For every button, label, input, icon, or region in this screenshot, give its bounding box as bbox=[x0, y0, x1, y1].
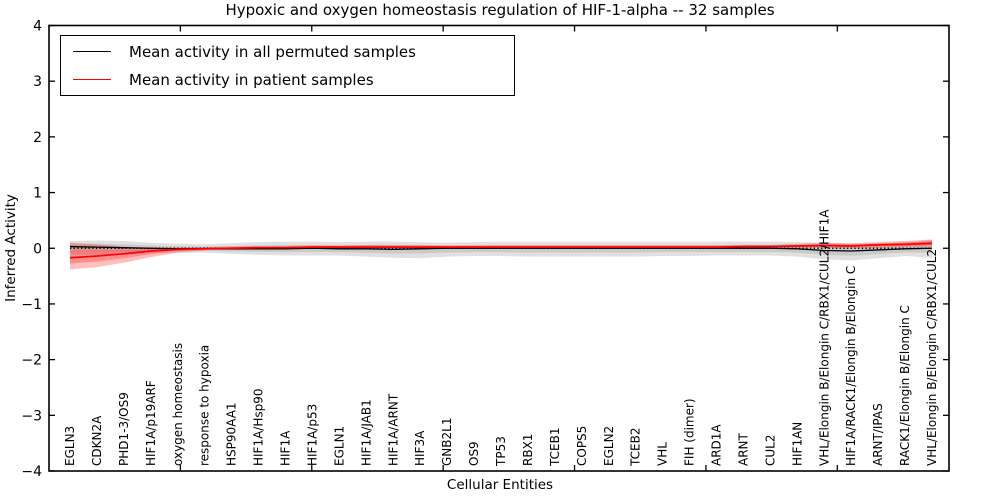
category-label: GNB2L1 bbox=[440, 418, 454, 466]
category-label: TCEB1 bbox=[548, 428, 562, 467]
category-label: HIF1A/ARNT bbox=[386, 393, 400, 466]
category-label: TP53 bbox=[494, 436, 508, 467]
category-label: ARNT/IPAS bbox=[871, 403, 885, 466]
category-label: OS9 bbox=[467, 441, 481, 466]
chart-title: Hypoxic and oxygen homeostasis regulatio… bbox=[225, 1, 775, 19]
y-tick-label: 1 bbox=[33, 186, 42, 202]
y-tick-label: 4 bbox=[33, 19, 42, 35]
category-label: CDKN2A bbox=[90, 415, 104, 466]
y-tick-label: −3 bbox=[21, 408, 42, 424]
category-label: VHL bbox=[656, 442, 670, 466]
category-label: HIF1A/Hsp90 bbox=[252, 388, 266, 466]
category-label: EGLN2 bbox=[602, 426, 616, 466]
x-axis-label: Cellular Entities bbox=[446, 477, 554, 493]
category-label: ARNT bbox=[736, 432, 750, 466]
legend-label-patient: Mean activity in patient samples bbox=[129, 70, 374, 89]
permuted-line-sample bbox=[73, 51, 111, 52]
category-label: RACK1/Elongin B/Elongin C bbox=[898, 305, 912, 466]
category-label: VHL/Elongin B/Elongin C/RBX1/CUL2 bbox=[925, 249, 939, 466]
category-label: EGLN3 bbox=[63, 426, 77, 466]
y-tick-label: 0 bbox=[33, 241, 42, 257]
legend: Mean activity in all permuted samples Me… bbox=[60, 35, 515, 96]
category-label: HIF1A/RACK1/Elongin B/Elongin C bbox=[844, 266, 858, 466]
category-label: FIH (dimer) bbox=[683, 398, 697, 466]
legend-entry-permuted: Mean activity in all permuted samples bbox=[61, 41, 514, 63]
patient-line-sample bbox=[73, 79, 111, 80]
category-label: ARD1A bbox=[710, 424, 724, 466]
legend-entry-patient: Mean activity in patient samples bbox=[61, 69, 514, 91]
category-label: PHD1-3/OS9 bbox=[117, 392, 131, 466]
y-tick-label: −1 bbox=[21, 297, 42, 313]
legend-label-permuted: Mean activity in all permuted samples bbox=[129, 42, 416, 61]
y-tick-labels: −4 −3 −2 −1 0 1 2 3 4 bbox=[21, 19, 42, 481]
y-tick-label: 2 bbox=[33, 130, 42, 146]
category-label: HIF1A/JAB1 bbox=[359, 399, 373, 466]
category-label: VHL/Elongin B/Elongin C/RBX1/CUL2/HIF1A bbox=[817, 209, 831, 466]
category-label: HIF1AN bbox=[790, 422, 804, 466]
category-label: COPS5 bbox=[575, 426, 589, 466]
y-tick-label: 3 bbox=[33, 74, 42, 90]
confidence-bands bbox=[70, 239, 932, 270]
axes-spines-and-ticks bbox=[48, 24, 950, 472]
band-permuted bbox=[70, 239, 932, 261]
category-label: response to hypoxia bbox=[198, 345, 212, 466]
category-label: RBX1 bbox=[521, 434, 535, 466]
category-label: HSP90AA1 bbox=[225, 402, 239, 466]
y-tick-label: −4 bbox=[21, 464, 42, 480]
category-label: HIF1A/p53 bbox=[305, 404, 319, 466]
category-label: oxygen homeostasis bbox=[171, 343, 185, 466]
x-category-labels: EGLN3 CDKN2A PHD1-3/OS9 HIF1A/p19ARF oxygen … bbox=[63, 209, 939, 467]
category-label: HIF3A bbox=[413, 430, 427, 466]
category-label: TCEB2 bbox=[629, 428, 643, 467]
category-label: CUL2 bbox=[763, 435, 777, 466]
category-label: EGLN1 bbox=[332, 426, 346, 466]
y-tick-label: −2 bbox=[21, 353, 42, 369]
series-lines bbox=[69, 242, 933, 259]
category-label: HIF1A bbox=[279, 430, 293, 466]
category-label: HIF1A/p19ARF bbox=[144, 380, 158, 466]
patient-mean-line bbox=[69, 242, 933, 259]
